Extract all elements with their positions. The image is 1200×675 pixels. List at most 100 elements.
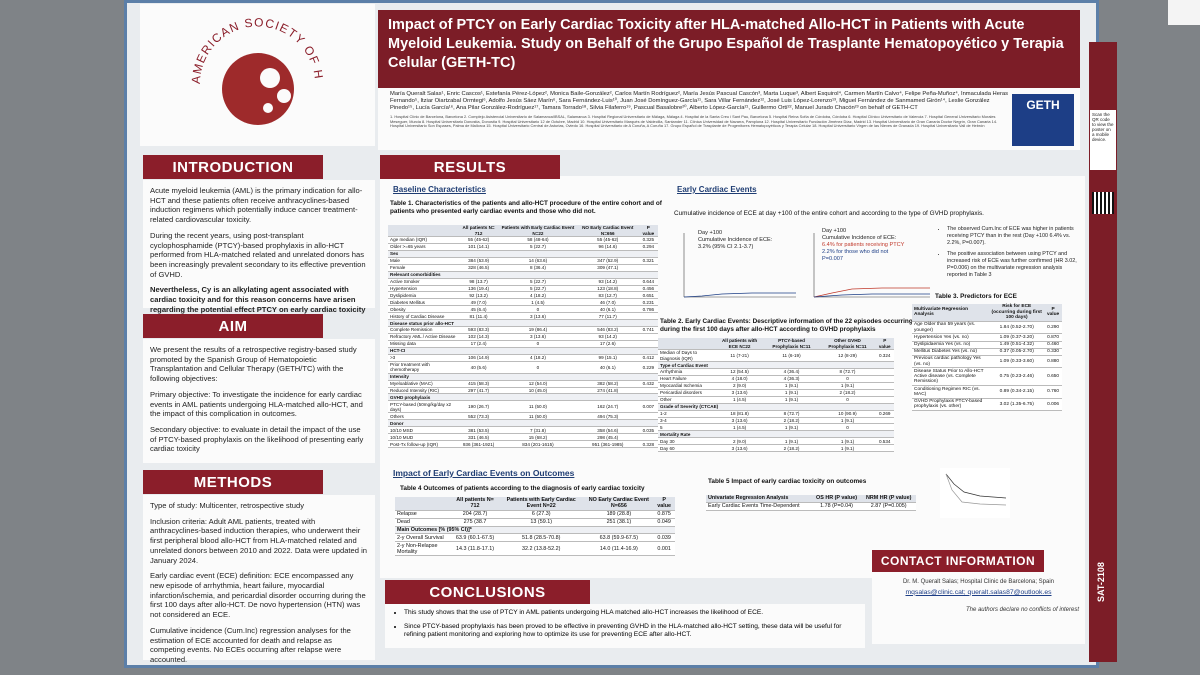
table-cell: 328 (46.5): [458, 264, 500, 272]
table-cell: 4 (18.2): [499, 291, 577, 300]
table-cell: 3-4: [658, 417, 716, 425]
table-cell: 0.231: [638, 298, 658, 307]
table-cell: Male: [388, 257, 459, 265]
table-cell: 5 (22.7): [499, 278, 577, 286]
contact-emails[interactable]: mqsalas@clinic.cat; queralt.salas87@outl…: [905, 588, 1052, 596]
table-cell: 98 (13.7): [458, 278, 500, 286]
table: All patients N= 712 Patients with Early C…: [388, 225, 658, 449]
ece-bullets: The observed Cum.Inc of ECE was higher i…: [938, 226, 1078, 283]
table-cell: 10 (45.0): [499, 387, 577, 395]
header-row: Univariate Regression Analysis OS HR (P v…: [706, 495, 916, 503]
table-cell: 951 (361-1985): [576, 440, 639, 449]
table-cell: [638, 433, 658, 442]
table-cell: 0.321: [638, 257, 658, 265]
table-row: 10/10 MUD 331 (46.5) 15 (68.2) 298 (45.4): [388, 433, 658, 442]
table-row: Post-Tx follow-up (IQR) 936 (361-1921) 834…: [388, 440, 658, 449]
table-cell: 1 (9.1): [763, 437, 820, 446]
header-row: All patients with ECE N=22 PTCY-based Pro…: [658, 338, 894, 351]
logo-dot: [277, 89, 291, 103]
table-row: Other 1 (4.5) 1 (9.1) 0: [658, 396, 894, 404]
table-cell: 0.229: [638, 361, 658, 374]
table-cell: HCT-CI: [388, 347, 658, 355]
table-cell: [638, 340, 658, 348]
table-row: Male 384 (53.9) 14 (63.6) 347 (52.9) 0.321: [388, 257, 658, 265]
table-cell: 19 (86.4): [499, 326, 577, 334]
table-cell: 162 (24.7): [576, 400, 639, 414]
caption: Table 2. Early Cardiac Events: Descripti…: [660, 318, 913, 333]
table-cell: Dyslipidaemia Yes (vs. no): [912, 341, 990, 349]
table-row: Sex: [388, 250, 658, 258]
table-cell: Relevant comorbidities: [388, 271, 658, 279]
table-row: Female 328 (46.5) 8 (36.4) 309 (47.1): [388, 264, 658, 272]
table-row: Obesity 45 (6.4) 0 40 (6.1) 0.786: [388, 305, 658, 314]
table-row: >3 106 (14.9) 4 (18.2) 99 (15.1) 0.412: [388, 354, 658, 362]
header-row: All patients N= 712 Patients with Early C…: [395, 497, 675, 511]
table-cell: Active Smoker: [388, 278, 459, 286]
header-cell: P value: [875, 338, 894, 351]
table1-wrap: All patients N= 712 Patients with Early C…: [388, 225, 658, 449]
logo: AMERICAN SOCIETY OF HEMATOLOGY: [134, 0, 325, 125]
table-cell: 0.324: [875, 349, 894, 363]
table-cell: Obesity: [388, 305, 459, 314]
table-row: Relevant comorbidities: [388, 271, 658, 279]
table-cell: 40 (5.6): [458, 361, 500, 374]
table3-wrap: Multivariate Regression Analysis Risk for…: [912, 304, 1062, 412]
table-cell: 0.039: [653, 533, 675, 543]
table-cell: Mortality Rate: [658, 430, 894, 439]
table-cell: 1 (9.1): [819, 382, 876, 390]
table-cell: 0.001: [653, 541, 675, 557]
table-cell: 593 (83.3): [458, 326, 500, 334]
caption: Table 5 Impact of early cardiac toxicity…: [708, 478, 867, 485]
caption: Table 1. Characteristics of the patients…: [390, 200, 662, 215]
table-cell: 14.0 (11.4-16.9): [584, 541, 654, 557]
table-cell: 251 (38.1): [584, 518, 654, 527]
logo-box: AMERICAN SOCIETY OF HEMATOLOGY: [134, 0, 375, 146]
table-cell: 93 (14.2): [576, 333, 639, 341]
table-cell: [638, 412, 658, 421]
table-cell: 4 (36.3): [763, 375, 820, 383]
table-cell: Early Cardiac Events Time-Dependent: [706, 502, 812, 511]
table-cell: Main Outcomes [% (95% CI)]*: [395, 526, 675, 535]
table-row: Disease Status Prior to Allo-HCT Active …: [912, 367, 1062, 387]
table-cell: 14.3 (11.8-17.1): [452, 541, 499, 557]
table-cell: 3.02 (1.35-6.75): [989, 398, 1045, 412]
table-cell: Myocardial Ischemia: [658, 382, 716, 390]
table-cell: 552 (73.3): [458, 412, 500, 421]
paragraph: Cumulative incidence (Cum.Inc) regressio…: [150, 625, 351, 665]
table-row: Pericardial disorders 3 (13.6) 1 (9.1) 2 (1…: [658, 389, 894, 397]
plot-label: Cumulative Incidence of ECE:: [698, 236, 773, 243]
table-row: 1-2 18 (81.8) 8 (72.7) 10 (90.9) 0.269: [658, 410, 894, 418]
table-cell: 1 (9.1): [819, 437, 876, 446]
table-cell: [875, 423, 894, 432]
table-cell: 102 (14.3): [458, 333, 500, 341]
table-cell: 1.09 (0.37-3.20): [989, 333, 1045, 342]
table-row: Others 552 (73.3) 11 (50.0) 494 (75.3): [388, 412, 658, 421]
table-cell: 55 (45-62): [458, 236, 500, 244]
geth-text: GETH: [1026, 98, 1060, 112]
table-cell: 2 (9.0): [715, 382, 764, 390]
table-cell: 494 (75.3): [576, 412, 639, 421]
table-cell: [875, 368, 894, 376]
qr-code[interactable]: [1092, 192, 1114, 214]
header-cell: Patients with Early Cardiac Event N=22: [499, 225, 577, 238]
table-cell: 358 (54.6): [576, 426, 639, 435]
header-row: All patients N= 712 Patients with Early C…: [388, 225, 658, 238]
table-cell: 51.8 (28.5-70.8): [498, 533, 585, 543]
table-cell: Median of Days to Diagnosis (IQR): [658, 349, 716, 363]
table-cell: 0: [819, 396, 876, 404]
conclusions-text: This study shows that the use of PTCY in…: [385, 604, 865, 648]
subheading: Baseline Characteristics: [393, 185, 486, 194]
table-cell: 0.760: [1044, 385, 1062, 399]
table-cell: 297 (41.7): [458, 387, 500, 395]
table-row: Myeloablative (MAC) 415 (58.3) 12 (54.0) 38…: [388, 380, 658, 388]
table-cell: 11 (7-21): [715, 349, 764, 363]
table-row: Diabetes Mellitus 49 (7.0) 1 (4.5) 46 (7.0)…: [388, 298, 658, 307]
table-cell: 347 (52.9): [576, 257, 639, 265]
table-cell: 1.09 (0.33-3.60): [989, 355, 1045, 369]
subheading: Early Cardiac Events: [677, 185, 757, 194]
table-cell: 8 (72.7): [819, 368, 876, 376]
table-cell: [875, 382, 894, 390]
table-cell: 0.786: [638, 305, 658, 314]
table-cell: 92 (13.2): [458, 291, 500, 300]
table-cell: 0: [819, 375, 876, 383]
